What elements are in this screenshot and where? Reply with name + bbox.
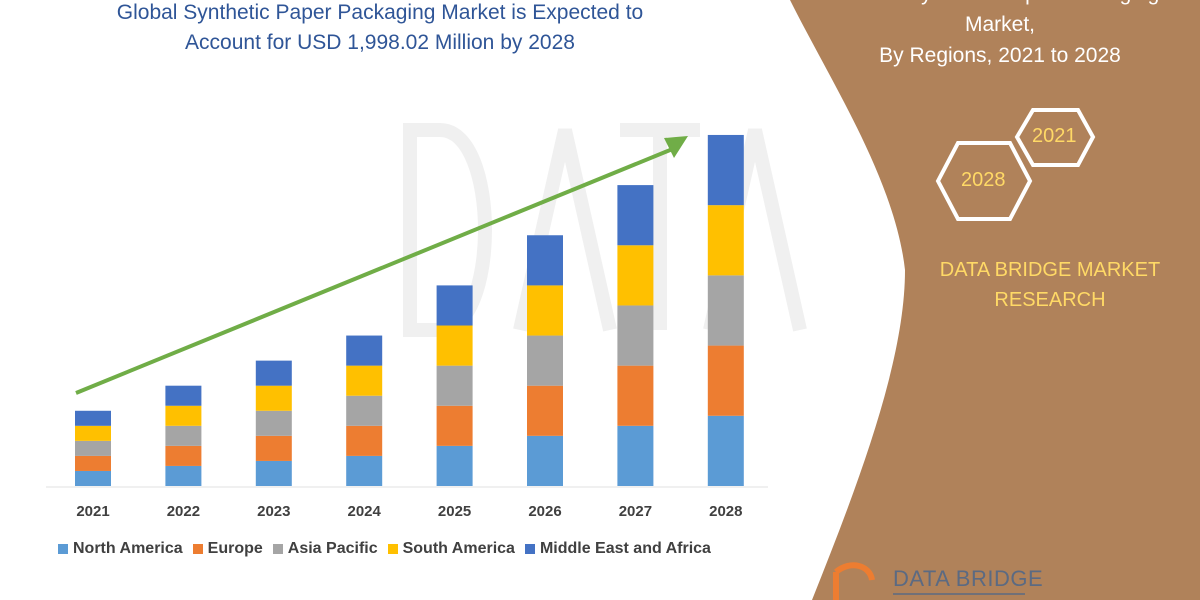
bar-2023-middle-east-and-africa: [255, 360, 292, 386]
x-tick-label: 2027: [618, 503, 653, 520]
chart-title: Global Synthetic Paper Packaging Market …: [40, 0, 720, 58]
bar-2028-middle-east-and-africa: [707, 134, 744, 206]
bar-2026-europe: [527, 385, 563, 436]
bar-2023-south-america: [255, 385, 292, 411]
bar-2028-south-america: [707, 205, 744, 276]
side-title-line-3: By Regions, 2021 to 2028: [879, 44, 1121, 67]
bar-2021-middle-east-and-africa: [75, 410, 111, 426]
x-tick-label: 2025: [437, 503, 472, 520]
hexagon-2021: [1014, 108, 1096, 167]
legend-item: Asia Pacific: [272, 540, 378, 558]
hex-label-2028: 2028: [961, 169, 1006, 191]
logo-text: DATA BRIDGE: [893, 566, 1044, 591]
legend-swatch: [387, 544, 398, 554]
bar-2022-asia-pacific: [165, 425, 202, 446]
legend-item: North America: [58, 540, 183, 558]
bar-2028-europe: [707, 345, 744, 416]
bar-2021-south-america: [75, 425, 111, 441]
bar-2026-south-america: [527, 285, 563, 336]
hexagon-2028: [935, 141, 1033, 221]
legend-label: Middle East and Africa: [539, 540, 711, 557]
x-tick-label: 2026: [528, 503, 562, 520]
x-tick-label: 2022: [166, 503, 201, 520]
bar-2021-europe: [75, 455, 111, 471]
x-tick-label: 2023: [257, 503, 291, 520]
title-line-1: Global Synthetic Paper Packaging Market …: [116, 1, 644, 24]
bar-2023-europe: [255, 435, 292, 461]
bar-2026-north-america: [527, 435, 563, 486]
bar-2024-middle-east-and-africa: [346, 335, 383, 366]
legend: North America Europe Asia Pacific South Ame…: [58, 540, 711, 558]
bar-2024-north-america: [346, 455, 383, 486]
bar-2023-north-america: [255, 460, 292, 486]
legend-label: North America: [73, 540, 183, 557]
bar-2027-south-america: [617, 245, 654, 306]
bars: [75, 134, 744, 486]
legend-item: South America: [387, 540, 515, 558]
bar-2023-asia-pacific: [255, 410, 292, 436]
bar-2027-asia-pacific: [617, 305, 654, 366]
x-tick-label: 2024: [347, 503, 381, 520]
bar-2022-europe: [165, 445, 202, 466]
x-tick-label: 2021: [76, 503, 110, 520]
legend-swatch: [192, 544, 203, 554]
bar-2026-middle-east-and-africa: [527, 235, 563, 286]
bar-2021-asia-pacific: [75, 440, 111, 456]
legend-item: Middle East and Africa: [524, 540, 711, 558]
side-panel: [790, 0, 1200, 600]
side-title: Global Synthetic Paper Packaging Market,…: [800, 0, 1200, 71]
trend-arrow-head: [664, 136, 688, 158]
bar-2027-middle-east-and-africa: [617, 185, 654, 246]
bar-2025-asia-pacific: [436, 365, 473, 406]
legend-swatch: [524, 544, 535, 554]
bar-2024-europe: [346, 425, 383, 456]
bar-2025-middle-east-and-africa: [436, 285, 473, 326]
hex-label-2021: 2021: [1032, 125, 1077, 147]
side-title-line-2: Market,: [964, 13, 1035, 36]
legend-item: Europe: [192, 540, 263, 558]
brand-line-1: DATA BRIDGE MARKET: [939, 259, 1161, 281]
legend-label: Asia Pacific: [287, 540, 378, 557]
bar-2027-north-america: [617, 425, 654, 486]
legend-label: South America: [402, 540, 515, 557]
bar-2025-europe: [436, 405, 473, 446]
legend-swatch: [58, 544, 68, 554]
bar-2027-europe: [617, 365, 654, 426]
legend-label: Europe: [207, 540, 263, 557]
bar-2022-middle-east-and-africa: [165, 385, 202, 406]
bar-2028-asia-pacific: [707, 275, 744, 346]
bar-2022-north-america: [165, 465, 202, 486]
brand-text: DATA BRIDGE MARKET RESEARCH: [900, 255, 1200, 315]
bar-2025-south-america: [436, 325, 473, 366]
x-tick-label: 2028: [709, 503, 743, 520]
bar-2022-south-america: [165, 405, 202, 426]
bar-2021-north-america: [75, 470, 111, 486]
brand-line-2: RESEARCH: [994, 289, 1106, 311]
side-title-line-1: Global Synthetic Paper Packaging: [800, 0, 1200, 9]
title-line-2: Account for USD 1,998.02 Million by 2028: [185, 31, 575, 54]
trend-arrow-line: [75, 146, 676, 395]
bar-2028-north-america: [707, 415, 744, 486]
logo-icon: [833, 562, 875, 600]
bar-2026-asia-pacific: [527, 335, 563, 386]
legend-swatch: [272, 544, 283, 554]
bar-2025-north-america: [436, 445, 473, 486]
bar-2024-south-america: [346, 365, 383, 396]
bar-2024-asia-pacific: [346, 395, 383, 426]
